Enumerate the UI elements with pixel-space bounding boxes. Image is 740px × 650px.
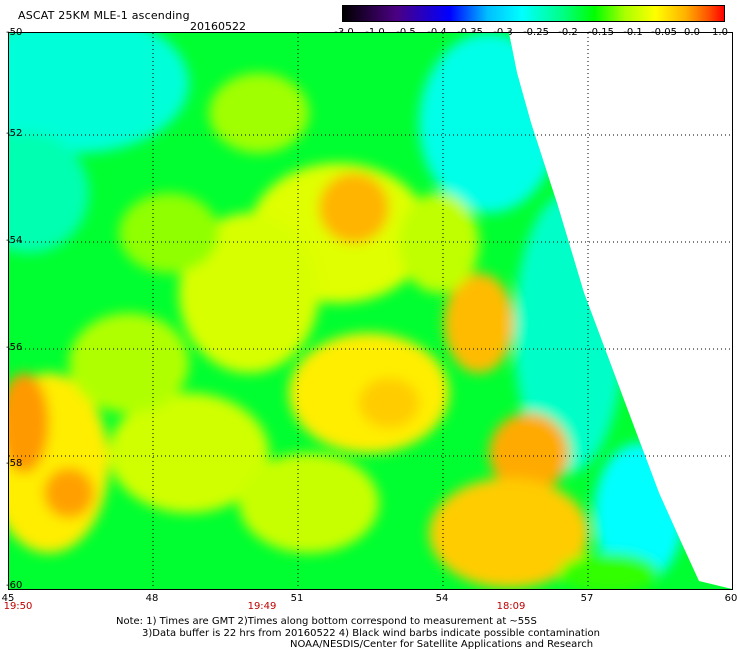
lat-label: -60 — [6, 580, 23, 591]
footer-credit: NOAA/NESDIS/Center for Satellite Applica… — [290, 639, 594, 650]
lat-label: -50 — [6, 27, 23, 38]
footer-note-1: Note: 1) Times are GMT 2)Times along bot… — [116, 616, 537, 627]
lat-label: -56 — [6, 342, 23, 353]
product-title: ASCAT 25KM MLE-1 ascending — [18, 9, 190, 22]
lat-label: -52 — [6, 128, 23, 139]
lat-label: -54 — [6, 235, 23, 246]
time-label: 19:50 — [3, 601, 33, 612]
footer-note-2: 3)Data buffer is 22 hrs from 20160522 4)… — [142, 628, 600, 639]
swath-field — [9, 33, 732, 589]
graticule — [9, 33, 732, 589]
product-date: 20160522 — [190, 20, 246, 33]
lon-label: 48 — [145, 593, 159, 604]
lat-label: -58 — [6, 458, 23, 469]
time-label: 18:09 — [496, 601, 526, 612]
lon-label: 57 — [580, 593, 594, 604]
lon-label: 51 — [290, 593, 304, 604]
lon-label: 60 — [724, 593, 738, 604]
lon-label: 54 — [435, 593, 449, 604]
time-label: 19:49 — [247, 601, 277, 612]
swath-map — [9, 33, 732, 589]
lon-label: 45 — [1, 593, 15, 604]
colorbar — [342, 5, 725, 22]
map-plot-area — [8, 32, 733, 590]
